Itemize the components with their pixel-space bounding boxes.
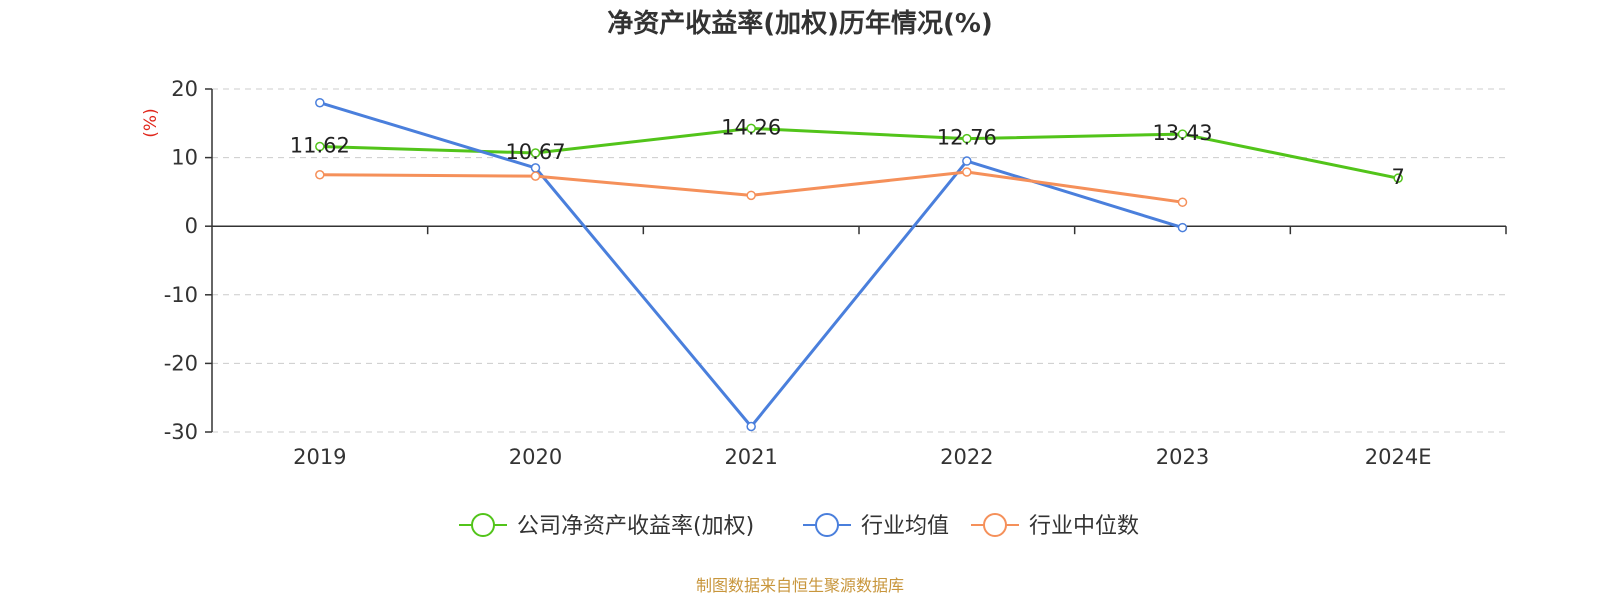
legend-label: 行业均值 [861, 514, 949, 539]
data-point[interactable] [962, 156, 972, 166]
legend-circle-icon [983, 513, 1007, 537]
legend-item-2[interactable]: 行业中位数 [971, 513, 1139, 539]
y-tick-label: 0 [185, 214, 198, 238]
data-point[interactable] [962, 133, 972, 144]
data-point[interactable] [530, 171, 541, 181]
x-tick-label: 2019 [293, 445, 346, 469]
data-point[interactable] [530, 163, 541, 173]
data-label: 14.26 [721, 115, 781, 139]
series-line-0 [319, 126, 1399, 180]
data-point[interactable] [1177, 197, 1188, 207]
grid-layer [212, 88, 1506, 433]
series-layer [315, 97, 1403, 432]
data-point[interactable] [315, 170, 325, 180]
source-note: 制图数据来自恒生聚源数据库 [696, 576, 904, 595]
data-point[interactable] [1393, 173, 1403, 183]
data-label: 11.62 [290, 133, 350, 157]
chart-title: 净资产收益率(加权)历年情况(%) [607, 8, 993, 39]
y-tick-label: -10 [164, 283, 198, 307]
y-tick-label: 10 [171, 146, 198, 170]
legend-label: 公司净资产收益率(加权) [517, 514, 754, 539]
data-label: 13.43 [1152, 121, 1212, 145]
data-point[interactable] [315, 141, 325, 152]
label-layer: 11.62 10.67 14.26 12.76 13.43 7 [290, 115, 1405, 189]
legend-label: 行业中位数 [1029, 514, 1139, 539]
data-point[interactable] [746, 421, 756, 432]
data-point[interactable] [530, 148, 541, 158]
x-tick-label: 2020 [509, 445, 562, 469]
data-point[interactable] [962, 167, 972, 177]
data-point[interactable] [746, 190, 756, 201]
axis-layer: 20 10 0 -10 -20 -30 2019 2020 2021 2022 2023 2024E [164, 77, 1507, 469]
legend-item-1[interactable]: 行业均值 [803, 513, 949, 539]
x-tick-label: 2021 [724, 445, 777, 469]
data-point[interactable] [315, 97, 325, 108]
legend: 公司净资产收益率(加权) 行业均值 行业中位数 [459, 513, 1139, 539]
y-axis-label: (%) [141, 108, 161, 137]
x-tick-label: 2024E [1365, 445, 1432, 469]
y-tick-label: 20 [171, 77, 198, 101]
legend-item-0[interactable]: 公司净资产收益率(加权) [459, 513, 754, 539]
legend-circle-icon [471, 513, 495, 537]
data-label: 12.76 [937, 126, 997, 150]
y-tick-label: -30 [164, 420, 198, 444]
x-tick-label: 2022 [940, 445, 993, 469]
data-point[interactable] [746, 123, 756, 134]
data-point[interactable] [1177, 129, 1188, 139]
data-label: 7 [1391, 165, 1404, 189]
data-point[interactable] [1177, 222, 1188, 233]
y-tick-label: -20 [164, 351, 198, 375]
x-tick-label: 2023 [1156, 445, 1209, 469]
data-label: 10.67 [505, 140, 565, 164]
legend-circle-icon [815, 513, 839, 537]
